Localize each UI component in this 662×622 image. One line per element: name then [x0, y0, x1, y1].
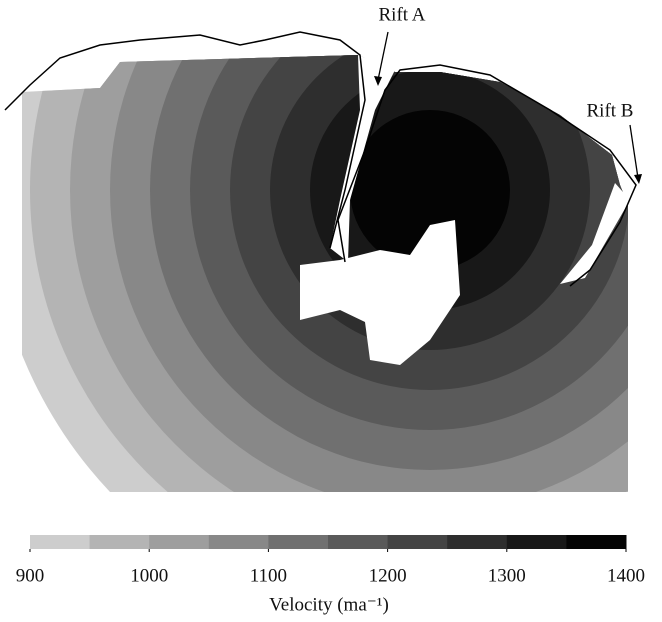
tick-label: 1000 — [130, 565, 168, 586]
tick-label: 1300 — [488, 565, 526, 586]
colorbar-segment — [268, 535, 329, 549]
ice-front — [4, 31, 366, 249]
colorbar-segment — [328, 535, 389, 549]
arrow — [377, 31, 389, 81]
rift-gap — [560, 183, 630, 284]
colorbar: 900 1000 1100 1200 1300 1400 — [16, 535, 645, 586]
colorbar-segment — [447, 535, 508, 549]
colorbar-segment — [506, 535, 567, 549]
hole — [300, 220, 460, 365]
tick-label: 900 — [16, 565, 45, 586]
colorbar-segment — [149, 535, 210, 549]
colorbar-segment — [387, 535, 448, 549]
velocity-band — [350, 110, 510, 270]
colorbar-segment — [89, 535, 150, 549]
arrow-head — [634, 174, 642, 184]
tick-label: 1200 — [369, 565, 407, 586]
arrow — [629, 124, 639, 179]
colorbar-segment — [30, 535, 91, 549]
ice-front — [337, 64, 637, 287]
colorbar-segment — [208, 535, 269, 549]
rift-gap — [330, 55, 395, 262]
arrow-head — [374, 76, 382, 86]
tick-label: 1400 — [607, 565, 645, 586]
tick-label: 1100 — [250, 565, 287, 586]
annotation: Rift B — [587, 100, 634, 121]
annotation: Rift A — [379, 4, 426, 25]
colorbar-segment — [566, 535, 627, 549]
colorbar-label: Velocity (ma⁻¹) — [269, 594, 389, 615]
